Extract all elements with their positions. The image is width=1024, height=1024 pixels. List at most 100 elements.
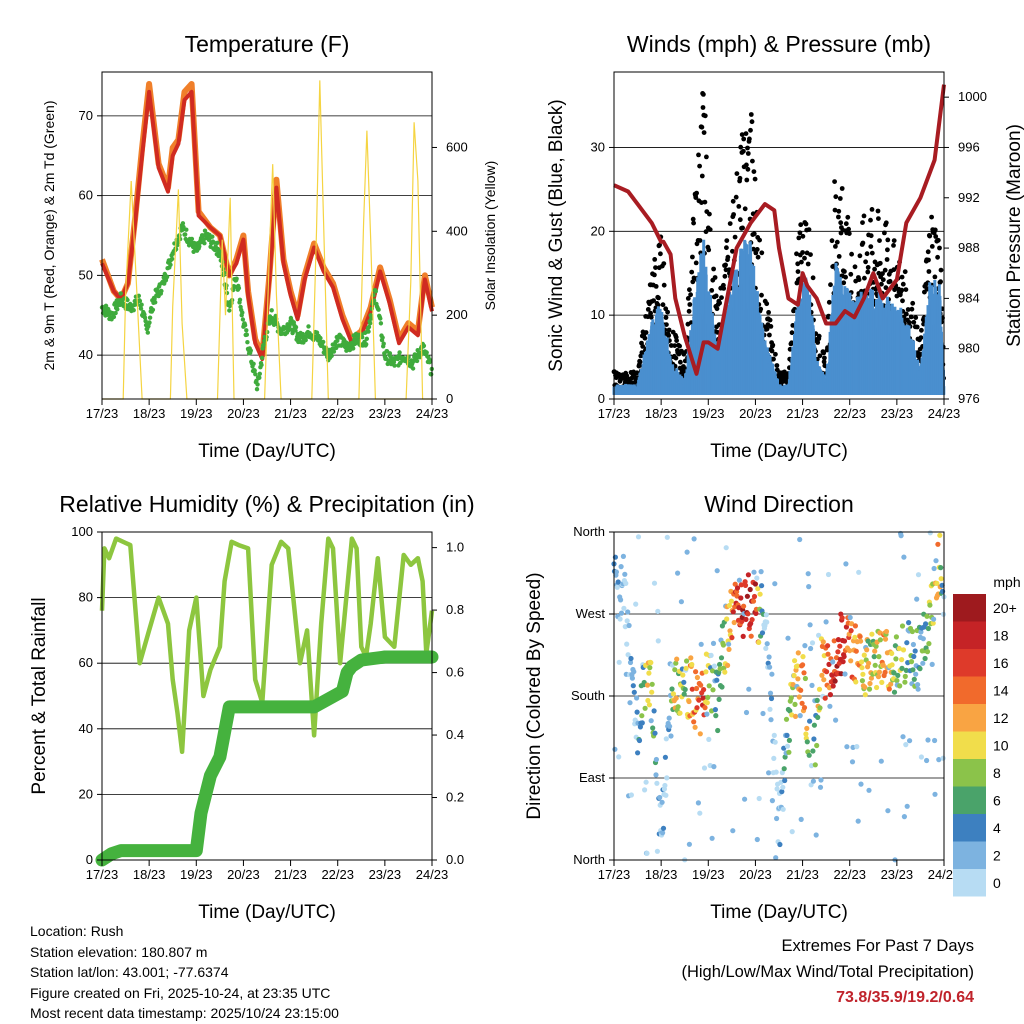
direction-point xyxy=(634,695,640,701)
direction-point xyxy=(915,572,922,578)
series-wind xyxy=(612,239,946,395)
direction-point xyxy=(841,654,847,660)
direction-point xyxy=(749,617,755,623)
x-tick-label: 18/23 xyxy=(645,867,678,882)
direction-point xyxy=(901,554,907,560)
gust-point xyxy=(771,356,776,362)
dewpoint-point xyxy=(210,234,215,239)
direction-point xyxy=(618,597,624,603)
gust-point xyxy=(843,221,849,227)
x-tick-label: 22/23 xyxy=(833,867,866,882)
dewpoint-point xyxy=(211,240,217,245)
gust-point xyxy=(652,257,658,262)
direction-point xyxy=(767,706,773,712)
direction-point xyxy=(810,748,816,754)
dewpoint-point xyxy=(252,368,257,373)
direction-point xyxy=(841,638,848,644)
direction-point xyxy=(750,598,757,604)
direction-point xyxy=(696,697,702,703)
colorbar-swatch xyxy=(953,676,986,704)
x-tick-label: 21/23 xyxy=(274,406,307,421)
direction-point xyxy=(631,689,637,695)
direction-point xyxy=(897,683,903,689)
direction-point xyxy=(880,662,886,668)
extremes-subtitle: (High/Low/Max Wind/Total Precipitation) xyxy=(681,963,974,981)
gust-point xyxy=(697,238,703,243)
y-tick-label: 30 xyxy=(591,139,605,154)
gust-point xyxy=(691,220,696,226)
direction-point xyxy=(662,754,669,760)
direction-point xyxy=(624,618,630,624)
direction-point xyxy=(774,786,780,792)
direction-point xyxy=(874,684,880,691)
direction-point xyxy=(882,636,889,642)
direction-point xyxy=(813,832,819,838)
direction-point xyxy=(650,725,656,731)
gust-point xyxy=(816,333,822,339)
direction-point xyxy=(883,628,890,635)
gust-point xyxy=(795,269,801,274)
dewpoint-point xyxy=(237,297,243,302)
dewpoint-point xyxy=(314,330,320,335)
dewpoint-point xyxy=(259,362,264,368)
direction-point xyxy=(727,628,733,634)
direction-point xyxy=(872,648,878,654)
gust-point xyxy=(877,260,883,266)
direction-point xyxy=(664,534,670,540)
gust-point xyxy=(700,105,706,110)
direction-point xyxy=(746,686,752,692)
direction-point xyxy=(779,770,785,776)
direction-point xyxy=(642,705,648,711)
direction-point xyxy=(809,682,815,689)
direction-point xyxy=(827,692,834,698)
direction-point xyxy=(817,784,824,790)
direction-point xyxy=(748,633,754,639)
direction-point xyxy=(830,659,836,665)
gust-point xyxy=(906,320,912,325)
direction-point xyxy=(768,717,774,723)
direction-point xyxy=(714,568,720,574)
dewpoint-point xyxy=(142,315,148,320)
dewpoint-point xyxy=(335,338,340,343)
direction-point xyxy=(853,679,859,685)
direction-point xyxy=(801,670,807,676)
direction-point xyxy=(646,702,653,708)
gust-point xyxy=(857,253,863,259)
gust-point xyxy=(902,269,908,275)
direction-point xyxy=(654,848,661,854)
direction-point xyxy=(811,722,818,728)
dewpoint-point xyxy=(406,354,411,360)
recent-text: Most recent data timestamp: 2025/10/24 2… xyxy=(30,1005,339,1021)
dewpoint-point xyxy=(356,338,361,343)
dewpoint-point xyxy=(257,371,262,376)
direction-point xyxy=(788,695,794,701)
gust-point xyxy=(860,240,866,246)
direction-point xyxy=(930,620,936,626)
gust-point xyxy=(733,194,739,200)
y-tick-label: 0 xyxy=(86,852,93,867)
direction-point xyxy=(868,675,875,681)
gust-point xyxy=(648,310,653,316)
direction-point xyxy=(618,564,624,570)
direction-point xyxy=(816,686,823,692)
direction-point xyxy=(686,698,692,705)
gust-point xyxy=(872,266,877,272)
winds-title: Winds (mph) & Pressure (mb) xyxy=(627,31,931,57)
direction-point xyxy=(706,683,712,689)
y-tick-label: 60 xyxy=(79,655,93,670)
y-right-tick-label: 976 xyxy=(958,391,980,406)
gust-point xyxy=(919,327,924,333)
gust-point xyxy=(766,310,771,315)
direction-point xyxy=(926,641,932,647)
gust-point xyxy=(719,295,724,300)
direction-point xyxy=(618,610,625,616)
direction-point xyxy=(821,677,827,683)
colorbar-label: 20+ xyxy=(993,600,1017,616)
y-tick-label: 10 xyxy=(591,307,605,322)
direction-point xyxy=(931,616,937,622)
humidity-ylabel: Percent & Total Rainfall xyxy=(29,597,50,794)
gust-point xyxy=(826,299,832,305)
x-tick-label: 20/23 xyxy=(227,406,260,421)
direction-point xyxy=(739,618,745,625)
colorbar-label: 8 xyxy=(993,765,1001,781)
